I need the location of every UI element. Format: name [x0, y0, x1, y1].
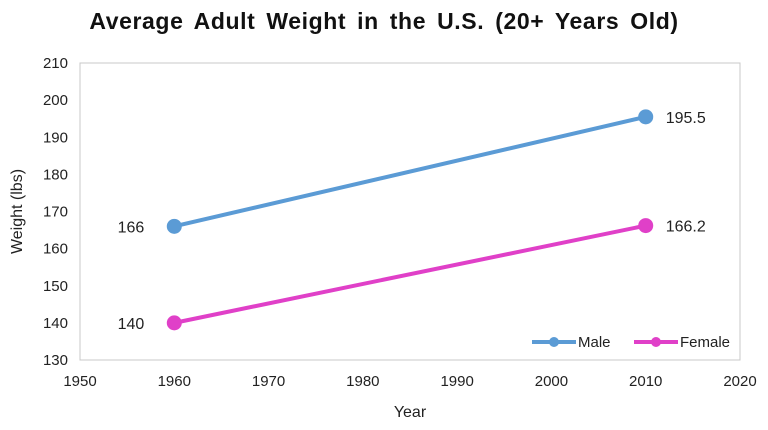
x-tick-label: 1970: [252, 373, 285, 390]
data-label-male: 195.5: [666, 110, 706, 127]
legend-swatch-marker-male: [549, 337, 559, 347]
x-tick-label: 1950: [63, 373, 96, 390]
data-point-female: [166, 315, 182, 331]
legend-label-female: Female: [680, 334, 730, 351]
x-tick-label: 2000: [535, 373, 568, 390]
plot-area-border: [79, 62, 741, 361]
data-point-female: [638, 218, 654, 234]
data-label-female: 140: [118, 316, 145, 333]
y-tick-label: 190: [43, 129, 68, 146]
series-line-female: [172, 223, 648, 325]
data-label-male: 166: [118, 219, 145, 236]
x-axis-title: Year: [394, 404, 427, 421]
y-tick-label: 210: [43, 55, 68, 72]
y-tick-label: 130: [43, 352, 68, 369]
y-axis-title: Weight (lbs): [9, 169, 26, 254]
y-tick-label: 180: [43, 166, 68, 183]
x-tick-label: 1960: [158, 373, 191, 390]
y-tick-label: 160: [43, 241, 68, 258]
data-point-male: [166, 218, 182, 234]
y-tick-label: 200: [43, 92, 68, 109]
x-tick-label: 2010: [629, 373, 662, 390]
data-point-male: [638, 109, 654, 125]
series-line-male: [172, 114, 648, 229]
y-tick-label: 150: [43, 278, 68, 295]
x-tick-label: 2020: [723, 373, 756, 390]
chart-title: Average Adult Weight in the U.S. (20+ Ye…: [89, 8, 679, 34]
y-tick-label: 140: [43, 315, 68, 332]
x-tick-label: 1990: [440, 373, 473, 390]
x-tick-label: 1980: [346, 373, 379, 390]
legend-swatch-marker-female: [651, 337, 661, 347]
legend-label-male: Male: [578, 334, 611, 351]
y-tick-label: 170: [43, 204, 68, 221]
data-label-female: 166.2: [666, 219, 706, 236]
